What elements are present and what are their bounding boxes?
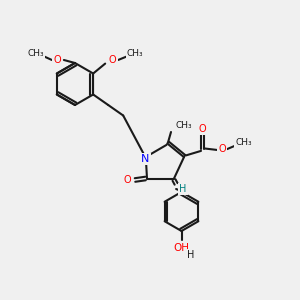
Text: N: N — [141, 154, 150, 164]
Text: O: O — [199, 124, 206, 134]
Text: O: O — [218, 144, 226, 154]
Text: OH: OH — [173, 243, 190, 253]
Text: O: O — [123, 175, 131, 185]
Text: H: H — [188, 250, 195, 260]
Text: O: O — [53, 55, 61, 65]
Text: CH₃: CH₃ — [176, 122, 192, 130]
Text: CH₃: CH₃ — [236, 138, 252, 147]
Text: O: O — [109, 55, 116, 65]
Text: CH₃: CH₃ — [127, 49, 143, 58]
Text: H: H — [179, 184, 187, 194]
Text: CH₃: CH₃ — [27, 49, 44, 58]
